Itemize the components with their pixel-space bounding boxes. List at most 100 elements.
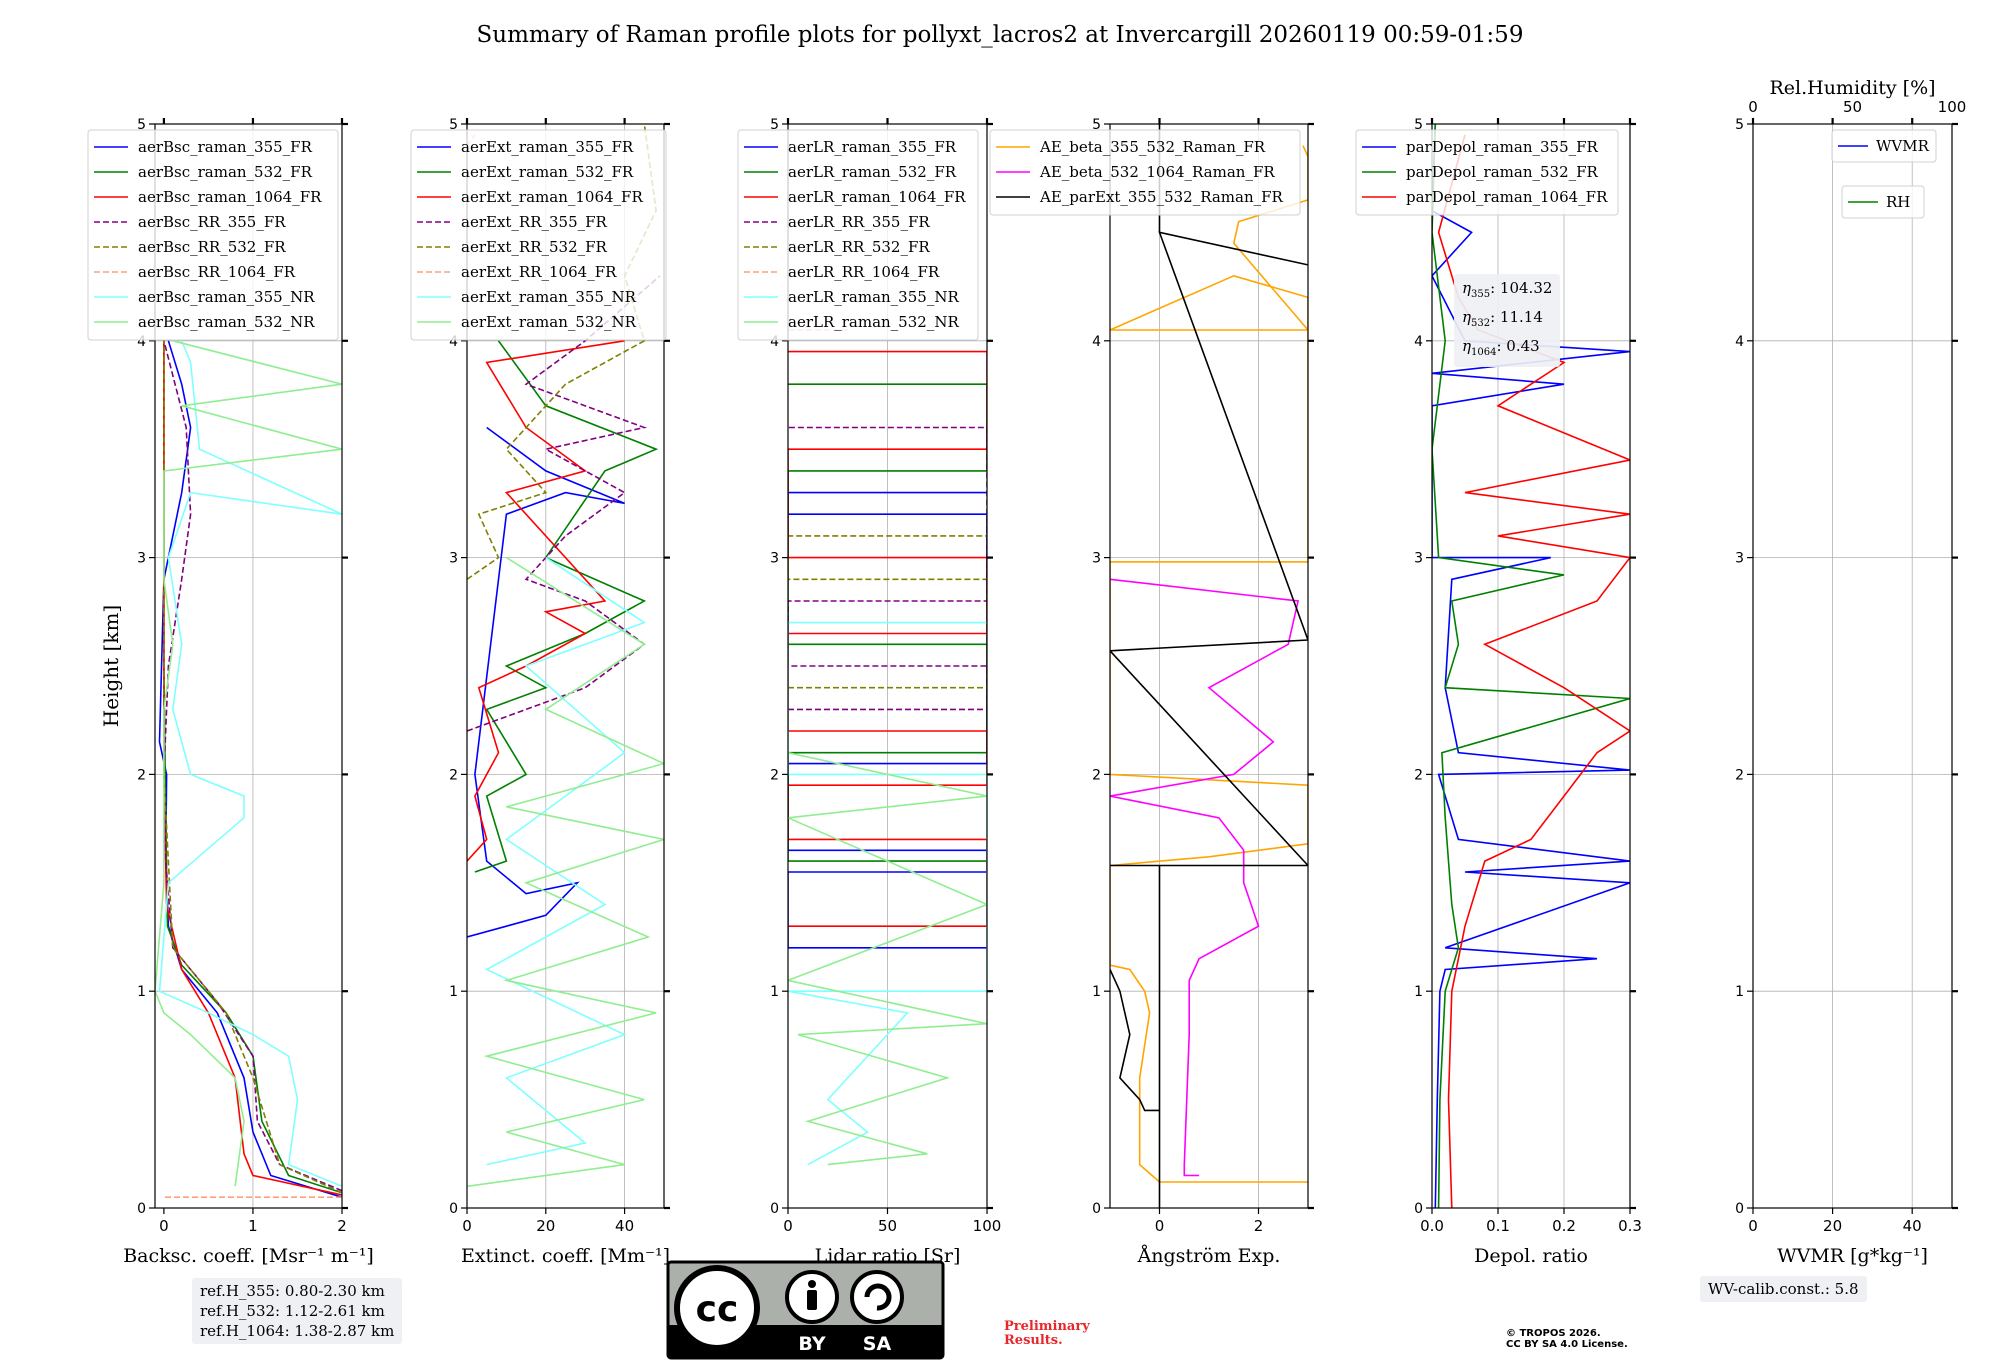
series-aerLR_raman_532_NR — [788, 751, 987, 1166]
y-tick-label: 2 — [1735, 767, 1744, 783]
series-aerExt_raman_532_NR — [467, 556, 664, 1188]
y-tick-label: 1 — [770, 984, 779, 1000]
cc-label: cc — [696, 1289, 739, 1330]
eta-box: η355: 104.32 η532: 11.14 η1064: 0.43 — [1454, 274, 1561, 367]
by-label: BY — [798, 1333, 825, 1355]
series-aerBsc_RR_532_FR — [163, 340, 342, 1194]
axes-frame — [466, 123, 665, 1209]
axes-frame — [154, 123, 343, 1209]
y-tick-label: 0 — [770, 1201, 779, 1217]
cc-icon — [674, 1265, 760, 1351]
y-tick-label: 4 — [1414, 334, 1423, 350]
eta-355: η355: 104.32 — [1462, 279, 1553, 300]
preliminary-line-2: Results. — [1004, 1333, 1063, 1348]
legend-label: aerExt_RR_532_FR — [461, 238, 608, 256]
y-tick-label: 4 — [449, 334, 458, 350]
y-tick-label: 1 — [1735, 984, 1744, 1000]
series-aerLR_RR_532_FR — [788, 535, 987, 689]
legend-label: aerExt_raman_1064_FR — [461, 188, 643, 206]
series-aerLR_raman_532_FR — [788, 383, 987, 862]
top-x-axis-label: Rel.Humidity [%] — [1769, 77, 1935, 99]
x-tick-label: 0.1 — [1486, 1217, 1510, 1235]
x-tick-label: 0 — [1155, 1217, 1165, 1235]
y-tick-label: 3 — [449, 551, 458, 567]
x-tick-label: 0.0 — [1420, 1217, 1444, 1235]
legend-label: aerLR_RR_1064_FR — [788, 263, 940, 281]
series-aerExt_raman_355_NR — [484, 556, 647, 1166]
legend-wvmr: WVMR RH — [1831, 129, 1937, 219]
y-tick-label: 4 — [1735, 334, 1744, 350]
x-axis-label: Depol. ratio — [1474, 1245, 1588, 1267]
x-tick-label: 20 — [1823, 1217, 1842, 1235]
series-group-bsc — [155, 340, 342, 1198]
sa-icon-arrow — [864, 1283, 892, 1311]
y-tick-label: 4 — [137, 334, 146, 350]
x-tick-label: 2 — [1254, 1217, 1264, 1235]
series-AE_parExt_355_532_Raman_FR — [1110, 124, 1308, 1208]
legend-label: aerLR_raman_532_NR — [788, 313, 959, 331]
x-tick-label: 40 — [1903, 1217, 1922, 1235]
series-aerExt_raman_1064_FR — [467, 340, 625, 862]
legend-label: RH — [1886, 193, 1910, 211]
y-tick-label: 4 — [1092, 334, 1101, 350]
series-AE_beta_532_1064_Raman_FR — [1110, 578, 1300, 1177]
top-x-tick-label: 50 — [1843, 98, 1862, 116]
ref-height-532: ref.H_532: 1.12-2.61 km — [200, 1302, 385, 1320]
panel-ext: 0 1 2 3 4 5 0 20 40 Extinct. coeff. [Mm⁻¹] aerExt_… — [410, 117, 670, 1267]
legend-label: aerBsc_RR_1064_FR — [138, 263, 296, 281]
legend-label: aerBsc_raman_355_FR — [138, 138, 313, 156]
legend-label: parDepol_raman_355_FR — [1406, 138, 1599, 156]
panel-ae: 0 1 2 3 4 5 0 2 Ångström Exp. AE_beta_355_532_Ram… — [989, 117, 1314, 1267]
legend-bsc: aerBsc_raman_355_FR aerBsc_raman_532_FRae… — [87, 129, 339, 341]
cc-by-sa-logo: cc BY SA — [666, 1260, 945, 1360]
legend-label: aerLR_raman_532_FR — [788, 163, 957, 181]
ref-height-355: ref.H_355: 0.80-2.30 km — [200, 1282, 385, 1300]
x-axis-label: WVMR [g*kg⁻¹] — [1777, 1245, 1928, 1267]
legend-label: aerExt_RR_1064_FR — [461, 263, 617, 281]
legend-label: AE_parExt_355_532_Raman_FR — [1039, 188, 1284, 206]
y-tick-label: 2 — [770, 767, 779, 783]
preliminary-line-1: Preliminary — [1004, 1319, 1090, 1334]
series-AE_beta_355_532_Raman_FR — [1110, 145, 1308, 1183]
legend-label: aerBsc_raman_355_NR — [138, 288, 315, 306]
x-tick-label: 0.2 — [1552, 1217, 1576, 1235]
x-tick-label: 100 — [973, 1217, 1002, 1235]
y-tick-label: 1 — [1414, 984, 1423, 1000]
top-x-tick-label: 100 — [1938, 98, 1967, 116]
preliminary-note: Preliminary Results. — [1004, 1320, 1090, 1348]
y-tick-label: 1 — [137, 984, 146, 1000]
x-tick-label: 40 — [615, 1217, 634, 1235]
y-tick-label: 0 — [137, 1201, 146, 1217]
series-aerExt_RR_355_FR — [467, 275, 661, 732]
y-tick-label: 2 — [1414, 767, 1423, 783]
legend-label: AE_beta_532_1064_Raman_FR — [1039, 163, 1275, 181]
eta-532: η532: 11.14 — [1462, 308, 1543, 329]
x-tick-label: 50 — [878, 1217, 897, 1235]
x-tick-label: 0 — [159, 1217, 169, 1235]
legend-box — [1355, 129, 1619, 216]
series-group-ext — [467, 124, 664, 1188]
series-aerBsc_raman_355_FR — [158, 340, 342, 1198]
y-tick-label: 3 — [1414, 551, 1423, 567]
series-aerBsc_raman_532_NR — [155, 340, 342, 1187]
legend-label: aerExt_raman_532_NR — [461, 313, 637, 331]
legend-depol: parDepol_raman_355_FR parDepol_raman_532_… — [1355, 129, 1619, 216]
legend-label: aerBsc_raman_532_FR — [138, 163, 313, 181]
x-tick-label: 2 — [337, 1217, 347, 1235]
y-tick-label: 4 — [770, 334, 779, 350]
legend-label: parDepol_raman_532_FR — [1406, 163, 1599, 181]
sa-icon — [850, 1270, 904, 1324]
legend-label: aerBsc_RR_532_FR — [138, 238, 286, 256]
legend-box — [989, 129, 1301, 216]
legend-ext: aerExt_raman_355_FR aerExt_raman_532_FRae… — [410, 129, 667, 341]
x-axis-label: Ångström Exp. — [1137, 1245, 1281, 1267]
y-tick-label: 0 — [1414, 1201, 1423, 1217]
legend-label: aerExt_raman_355_NR — [461, 288, 637, 306]
x-axis-label: Extinct. coeff. [Mm⁻¹] — [461, 1245, 670, 1267]
y-tick-label: 2 — [1092, 767, 1101, 783]
y-tick-label: 2 — [137, 767, 146, 783]
x-axis-label: Backsc. coeff. [Msr⁻¹ m⁻¹] — [123, 1245, 374, 1267]
